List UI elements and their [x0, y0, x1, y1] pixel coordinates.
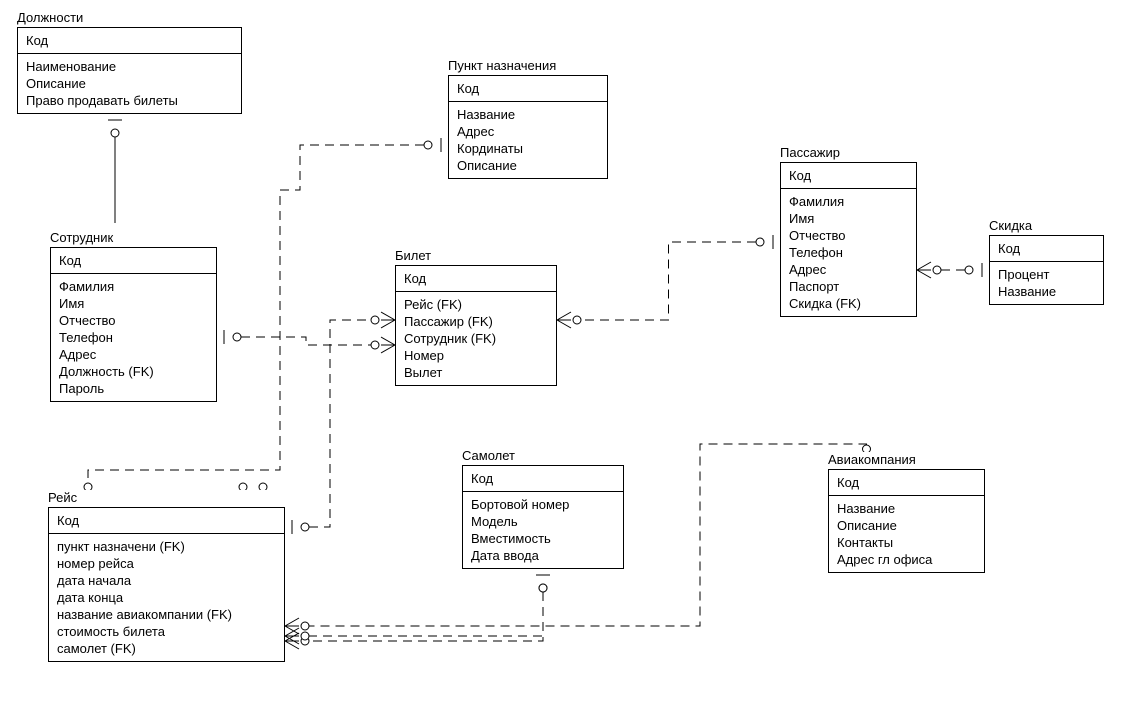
attr-row: Отчество	[789, 227, 908, 244]
attr-row: самолет (FK)	[57, 640, 276, 657]
entity-airline: АвиакомпанияКодНазваниеОписаниеКонтактыА…	[828, 452, 983, 573]
entity-title: Должности	[17, 10, 83, 25]
attr-row: Название	[998, 283, 1095, 300]
attr-row: пункт назначени (FK)	[57, 538, 276, 555]
entity-title: Пассажир	[780, 145, 840, 160]
entity-ticket: БилетКодРейс (FK)Пассажир (FK)Сотрудник …	[395, 248, 555, 386]
entity-plane: СамолетКодБортовой номерМодельВместимост…	[462, 448, 622, 569]
attr-row: Отчество	[59, 312, 208, 329]
attr-row: дата конца	[57, 589, 276, 606]
entity-destination: Пункт назначенияКодНазваниеАдресКординат…	[448, 58, 606, 179]
entity-title: Авиакомпания	[828, 452, 916, 467]
attr-row: Адрес	[457, 123, 599, 140]
attr-row: Название	[457, 106, 599, 123]
attr-row: Фамилия	[789, 193, 908, 210]
entity-positions: ДолжностиКодНаименованиеОписаниеПраво пр…	[17, 10, 240, 114]
attr-row: Описание	[457, 157, 599, 174]
attr-row: Имя	[59, 295, 208, 312]
entity-title: Скидка	[989, 218, 1032, 233]
attr-row: Бортовой номер	[471, 496, 615, 513]
entity-pk: Код	[463, 466, 623, 492]
entity-box: КодНазваниеОписаниеКонтактыАдрес гл офис…	[828, 469, 985, 573]
attr-row: Пароль	[59, 380, 208, 397]
entity-attrs: Рейс (FK)Пассажир (FK)Сотрудник (FK)Номе…	[396, 292, 556, 385]
attr-row: Скидка (FK)	[789, 295, 908, 312]
attr-row: Сотрудник (FK)	[404, 330, 548, 347]
entity-pk: Код	[396, 266, 556, 292]
entity-pk: Код	[449, 76, 607, 102]
attr-row: Процент	[998, 266, 1095, 283]
attr-row: номер рейса	[57, 555, 276, 572]
entity-pk: Код	[990, 236, 1103, 262]
attr-row: Дата ввода	[471, 547, 615, 564]
entity-box: Кодпункт назначени (FK)номер рейсадата н…	[48, 507, 285, 662]
er-canvas: ДолжностиКодНаименованиеОписаниеПраво пр…	[0, 0, 1130, 703]
attr-row: Модель	[471, 513, 615, 530]
entity-attrs: НазваниеОписаниеКонтактыАдрес гл офиса	[829, 496, 984, 572]
attr-row: Контакты	[837, 534, 976, 551]
attr-row: Адрес гл офиса	[837, 551, 976, 568]
attr-row: Пассажир (FK)	[404, 313, 548, 330]
attr-row: Адрес	[789, 261, 908, 278]
attr-row: Имя	[789, 210, 908, 227]
entity-title: Билет	[395, 248, 431, 263]
entity-box: КодРейс (FK)Пассажир (FK)Сотрудник (FK)Н…	[395, 265, 557, 386]
attr-row: Описание	[26, 75, 233, 92]
attr-row: Кординаты	[457, 140, 599, 157]
attr-row: Вместимость	[471, 530, 615, 547]
entity-attrs: пункт назначени (FK)номер рейсадата нача…	[49, 534, 284, 661]
attr-row: Наименование	[26, 58, 233, 75]
entity-employee: СотрудникКодФамилияИмяОтчествоТелефонАдр…	[50, 230, 215, 402]
attr-row: Название	[837, 500, 976, 517]
entity-title: Самолет	[462, 448, 515, 463]
entity-box: КодФамилияИмяОтчествоТелефонАдресДолжнос…	[50, 247, 217, 402]
entity-box: КодПроцентНазвание	[989, 235, 1104, 305]
entity-attrs: ПроцентНазвание	[990, 262, 1103, 304]
entity-attrs: ФамилияИмяОтчествоТелефонАдресДолжность …	[51, 274, 216, 401]
attr-row: Телефон	[789, 244, 908, 261]
entity-attrs: НазваниеАдресКординатыОписание	[449, 102, 607, 178]
attr-row: Паспорт	[789, 278, 908, 295]
attr-row: Вылет	[404, 364, 548, 381]
entity-box: КодНаименованиеОписаниеПраво продавать б…	[17, 27, 242, 114]
entity-attrs: Бортовой номерМодельВместимостьДата ввод…	[463, 492, 623, 568]
attr-row: Рейс (FK)	[404, 296, 548, 313]
entity-pk: Код	[49, 508, 284, 534]
attr-row: Фамилия	[59, 278, 208, 295]
entity-title: Сотрудник	[50, 230, 113, 245]
attr-row: Должность (FK)	[59, 363, 208, 380]
entity-title: Пункт назначения	[448, 58, 556, 73]
entity-passenger: ПассажирКодФамилияИмяОтчествоТелефонАдре…	[780, 145, 915, 317]
entity-attrs: ФамилияИмяОтчествоТелефонАдресПаспортСки…	[781, 189, 916, 316]
attr-row: дата начала	[57, 572, 276, 589]
entity-attrs: НаименованиеОписаниеПраво продавать биле…	[18, 54, 241, 113]
entity-title: Рейс	[48, 490, 77, 505]
entity-discount: СкидкаКодПроцентНазвание	[989, 218, 1102, 305]
entity-pk: Код	[51, 248, 216, 274]
attr-row: стоимость билета	[57, 623, 276, 640]
entity-pk: Код	[781, 163, 916, 189]
attr-row: Адрес	[59, 346, 208, 363]
attr-row: Номер	[404, 347, 548, 364]
entity-pk: Код	[18, 28, 241, 54]
attr-row: Право продавать билеты	[26, 92, 233, 109]
entity-box: КодФамилияИмяОтчествоТелефонАдресПаспорт…	[780, 162, 917, 317]
attr-row: название авиакомпании (FK)	[57, 606, 276, 623]
attr-row: Телефон	[59, 329, 208, 346]
entity-box: КодБортовой номерМодельВместимостьДата в…	[462, 465, 624, 569]
entity-flight: РейсКодпункт назначени (FK)номер рейсада…	[48, 490, 283, 662]
attr-row: Описание	[837, 517, 976, 534]
entity-box: КодНазваниеАдресКординатыОписание	[448, 75, 608, 179]
entity-pk: Код	[829, 470, 984, 496]
